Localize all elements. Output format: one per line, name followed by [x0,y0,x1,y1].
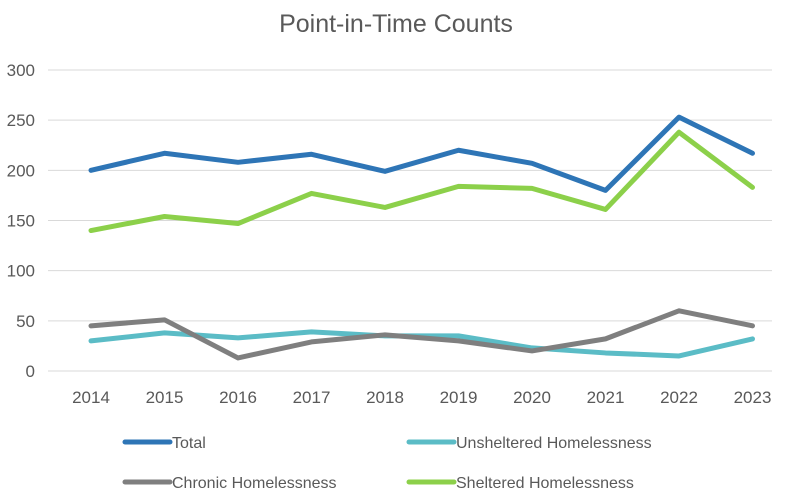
y-tick-label: 50 [16,312,35,331]
x-tick-label: 2018 [366,388,404,407]
series-line-chronic-homelessness [88,308,755,361]
y-tick-label: 250 [7,111,35,130]
y-tick-label: 0 [26,362,35,381]
y-tick-label: 200 [7,161,35,180]
x-tick-label: 2022 [660,388,698,407]
legend-label: Chronic Homelessness [172,475,337,492]
legend-label: Sheltered Homelessness [456,475,634,492]
series-line-sheltered-homelessness [88,129,755,234]
legend: Total Unsheltered Homelessness Chronic Hom… [122,435,652,492]
legend-label: Total [172,435,206,452]
x-tick-label: 2023 [734,388,772,407]
y-tick-label: 300 [7,61,35,80]
legend-item-total: Total [122,435,206,452]
legend-label: Unsheltered Homelessness [456,435,652,452]
series-line-total [88,114,755,193]
chart-title: Point-in-Time Counts [279,10,513,38]
x-tick-label: 2019 [440,388,478,407]
x-tick-label: 2017 [293,388,331,407]
x-tick-label: 2016 [219,388,257,407]
x-tick-label: 2021 [587,388,625,407]
legend-item-unsheltered-homelessness: Unsheltered Homelessness [406,435,652,452]
y-tick-label: 100 [7,262,35,281]
x-tick-label: 2015 [146,388,184,407]
legend-item-sheltered-homelessness: Sheltered Homelessness [406,475,634,492]
legend-item-chronic-homelessness: Chronic Homelessness [122,475,337,492]
x-tick-label: 2020 [513,388,551,407]
x-axis-tick-labels: 2014 2015 2016 2017 2018 2019 2020 2021 2022 2023 [72,388,771,407]
y-axis-tick-labels: 0 50 100 150 200 250 300 [7,61,35,381]
series-lines [88,114,755,361]
y-tick-label: 150 [7,212,35,231]
x-tick-label: 2014 [72,388,110,407]
